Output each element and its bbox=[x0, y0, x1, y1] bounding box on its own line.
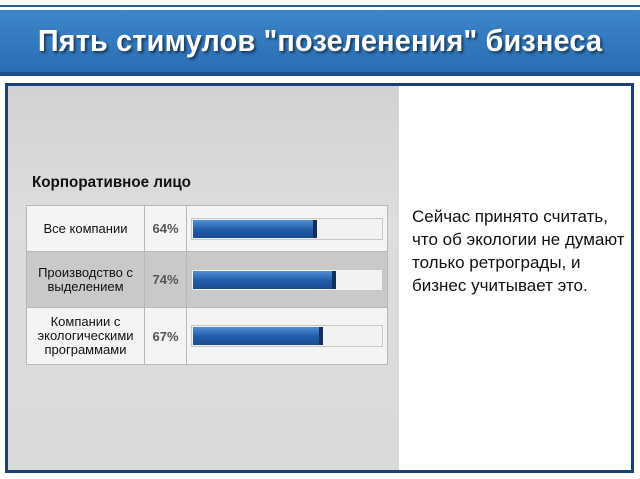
value-label: 74% bbox=[145, 252, 187, 307]
chart-row: Компании с экологическими программами 67% bbox=[27, 308, 387, 364]
chart-row: Производство с выделением 74% bbox=[27, 252, 387, 308]
chart-panel: Корпоративное лицо Все компании 64% Произв… bbox=[8, 86, 399, 470]
category-label: Производство с выделением bbox=[27, 252, 145, 307]
bar bbox=[193, 271, 336, 289]
header-banner: Пять стимулов "позеленения" бизнеса bbox=[0, 10, 640, 76]
bar bbox=[193, 327, 323, 345]
bar bbox=[193, 220, 317, 238]
chart-row: Все компании 64% bbox=[27, 206, 387, 252]
page-title: Пять стимулов "позеленения" бизнеса bbox=[37, 23, 603, 58]
text-panel bbox=[399, 86, 631, 470]
category-label: Компании с экологическими программами bbox=[27, 308, 145, 364]
bar-track bbox=[191, 325, 383, 347]
bar-track bbox=[191, 269, 383, 291]
category-label: Все компании bbox=[27, 206, 145, 251]
chart-title: Корпоративное лицо bbox=[32, 174, 191, 191]
slide-frame: Корпоративное лицо Все компании 64% Произв… bbox=[5, 83, 634, 473]
top-rule bbox=[0, 0, 640, 8]
bar-track bbox=[191, 218, 383, 240]
value-label: 67% bbox=[145, 308, 187, 364]
note-text: Сейчас принято считать, что об экологии … bbox=[412, 207, 625, 295]
value-label: 64% bbox=[145, 206, 187, 251]
chart-table: Все компании 64% Производство с выделением… bbox=[26, 205, 388, 365]
